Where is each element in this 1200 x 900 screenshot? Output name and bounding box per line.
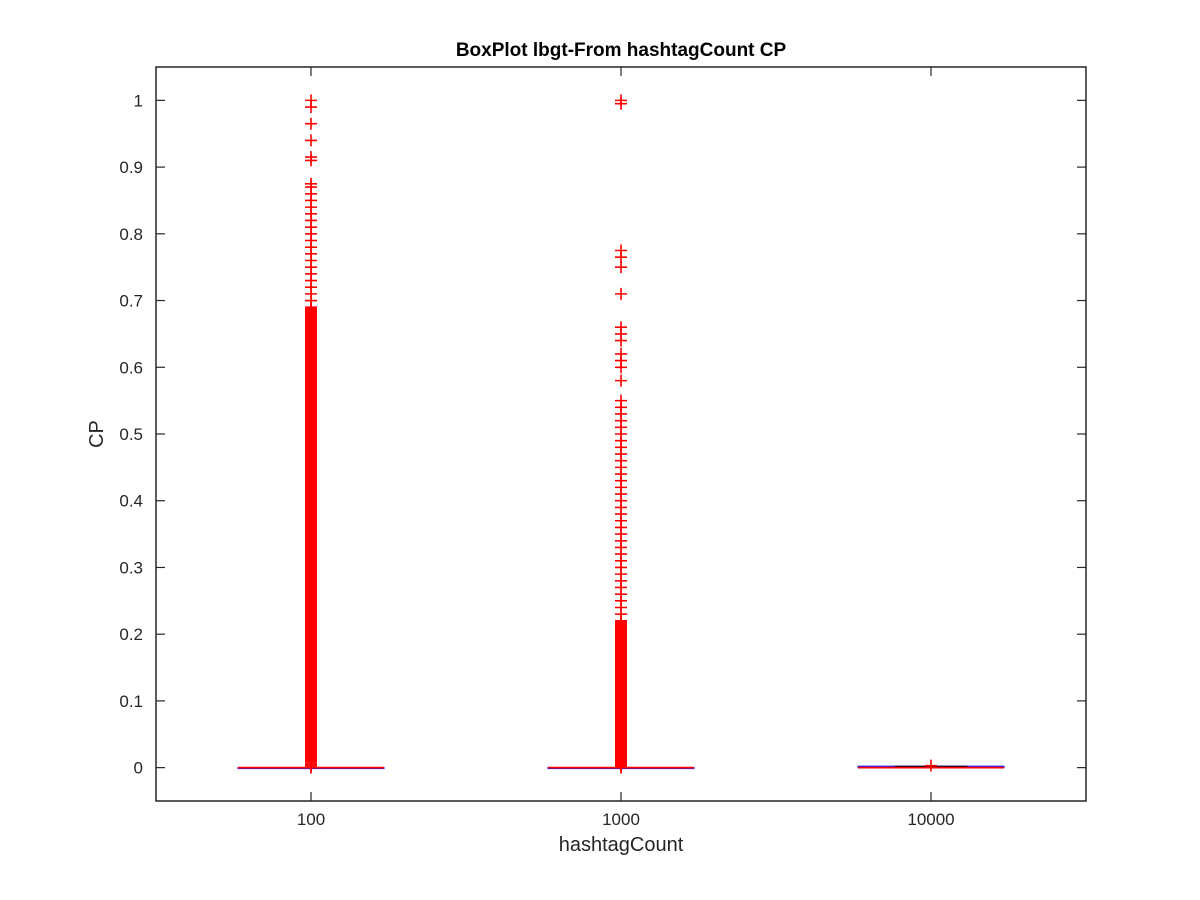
y-tick-label: 0.3 [119, 558, 143, 577]
x-tick-label: 1000 [602, 810, 640, 829]
y-tick-label: 0 [134, 759, 143, 778]
outlier-marker [925, 759, 937, 772]
y-tick-label: 0.7 [119, 292, 143, 311]
y-tick-label: 1 [134, 91, 143, 110]
x-tick-label: 10000 [907, 810, 954, 829]
chart-marks [237, 94, 1005, 774]
outlier-marker [305, 177, 317, 190]
x-tick-label: 100 [297, 810, 325, 829]
y-tick-label: 0.5 [119, 425, 143, 444]
x-axis-label: hashtagCount [559, 834, 684, 856]
box-group-10000 [857, 759, 1005, 772]
outlier-marker [305, 134, 317, 147]
outlier-marker [615, 374, 627, 387]
outlier-marker [615, 394, 627, 407]
outlier-marker [615, 287, 627, 300]
outlier-marker [305, 94, 317, 107]
outlier-marker [615, 261, 627, 274]
outlier-marker [615, 94, 627, 107]
outlier-marker [615, 321, 627, 334]
outlier-marker [305, 151, 317, 164]
outlier-marker [305, 117, 317, 130]
y-axis-label: CP [86, 420, 108, 448]
outlier-marker [615, 244, 627, 257]
y-tick-label: 0.2 [119, 625, 143, 644]
y-tick-label: 0.9 [119, 158, 143, 177]
axis-ticks: 0 0.1 0.2 0.3 0.4 0.5 0.6 0.7 0.8 0.9 1 100 1000 1000… [119, 67, 1086, 829]
box-group-1000 [547, 94, 695, 774]
chart-title: BoxPlot lbgt-From hashtagCount CP [456, 40, 787, 61]
box-group-100 [237, 94, 385, 774]
outlier-marker [615, 347, 627, 360]
y-tick-label: 0.1 [119, 692, 143, 711]
y-tick-label: 0.6 [119, 358, 143, 377]
y-tick-label: 0.4 [119, 492, 143, 511]
y-tick-label: 0.8 [119, 225, 143, 244]
